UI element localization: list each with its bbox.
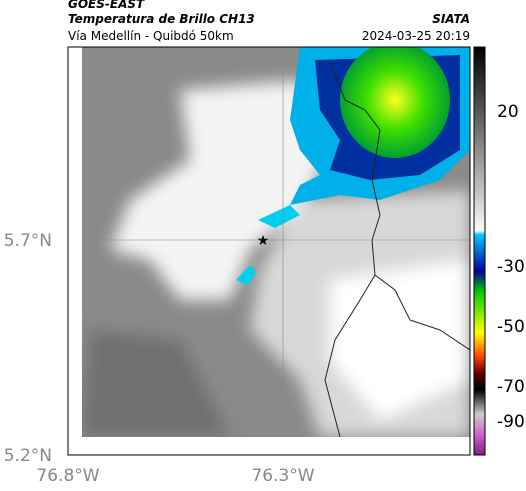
colorbar-label: -90 [497, 412, 525, 432]
title: Temperatura de Brillo CH13 [68, 12, 255, 26]
lat-label: 5.7°N [4, 231, 52, 251]
colorbar-label: 20 [497, 102, 519, 122]
agency: SIATA [432, 12, 470, 26]
colorbar-label: -50 [497, 317, 525, 337]
colorbar-label: -70 [497, 377, 525, 397]
timestamp: 2024-03-25 20:19 [362, 29, 470, 43]
satellite-image: ★ [82, 47, 470, 437]
map-frame [67, 46, 471, 456]
colorbar: 20 -30 -50 -70 -90 [473, 46, 525, 456]
lon-label: 76.8°W [36, 466, 99, 486]
colorbar-label: -30 [497, 257, 525, 277]
borders [324, 59, 470, 437]
subtitle: Vía Medellín - Quibdó 50km [68, 29, 234, 43]
lon-label: 76.3°W [251, 466, 314, 486]
source: GOES-EAST [68, 0, 145, 11]
location-marker: ★ [257, 233, 270, 249]
lat-label: 5.2°N [4, 446, 52, 466]
colorbar-scale [473, 46, 486, 456]
header: GOES-EAST Temperatura de Brillo CH13 Vía… [68, 0, 470, 43]
